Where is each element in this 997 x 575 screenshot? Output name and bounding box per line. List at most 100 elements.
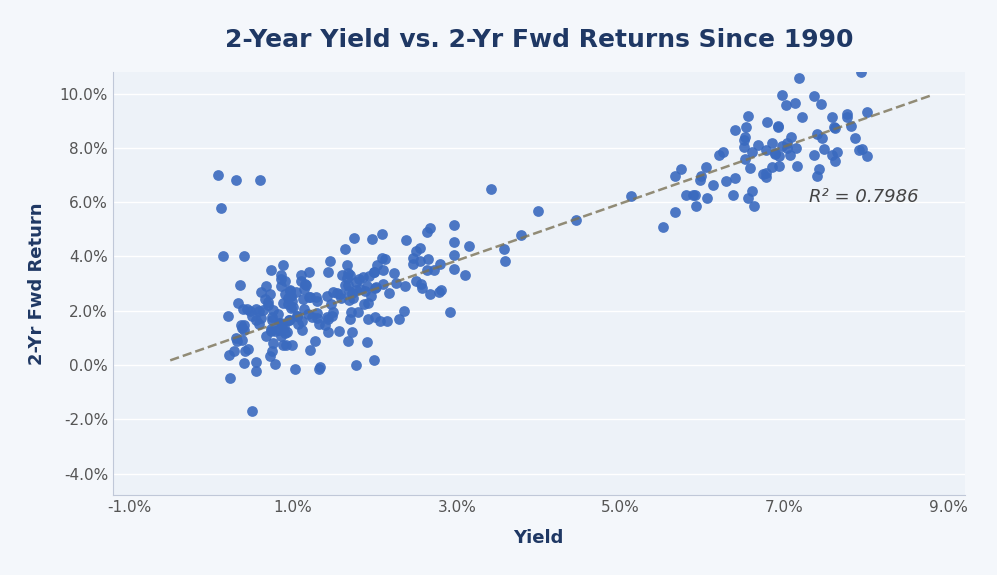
Point	[770, 122, 786, 131]
Point	[825, 150, 840, 159]
Point	[240, 344, 256, 354]
Point	[264, 312, 280, 321]
Point	[858, 108, 874, 117]
Point	[339, 260, 355, 270]
Point	[254, 305, 270, 315]
Point	[301, 267, 317, 277]
Point	[484, 184, 499, 193]
Point	[737, 155, 753, 164]
Point	[289, 312, 305, 321]
Point	[215, 252, 231, 261]
Point	[742, 163, 758, 172]
Point	[277, 328, 293, 337]
Point	[372, 317, 388, 326]
Point	[362, 272, 378, 281]
Point	[725, 190, 741, 200]
Point	[368, 313, 384, 322]
Point	[340, 336, 356, 346]
Point	[736, 143, 752, 152]
Point	[854, 144, 870, 154]
Point	[738, 122, 754, 131]
Point	[273, 270, 289, 279]
Point	[405, 260, 421, 269]
Point	[421, 255, 437, 264]
Point	[824, 112, 839, 121]
Point	[285, 302, 301, 312]
Point	[280, 299, 296, 308]
Point	[253, 314, 269, 323]
Point	[263, 325, 279, 334]
Point	[413, 279, 429, 288]
Point	[258, 281, 274, 290]
Point	[789, 162, 805, 171]
Point	[349, 285, 365, 294]
Point	[366, 267, 382, 277]
Point	[513, 231, 529, 240]
Point	[297, 279, 313, 289]
Point	[817, 144, 832, 154]
Point	[377, 254, 393, 263]
Point	[312, 363, 328, 372]
Point	[219, 312, 235, 321]
Point	[221, 351, 237, 360]
Point	[304, 312, 320, 321]
Point	[257, 294, 273, 303]
Point	[277, 277, 293, 286]
Point	[273, 321, 289, 330]
Point	[397, 281, 413, 290]
Point	[794, 113, 810, 122]
Point	[323, 299, 339, 308]
Point	[278, 340, 294, 350]
Point	[396, 306, 412, 316]
Point	[360, 315, 376, 324]
Point	[348, 278, 364, 287]
Point	[530, 207, 546, 216]
Point	[446, 265, 462, 274]
Point	[267, 326, 283, 335]
Point	[244, 312, 260, 321]
Point	[334, 270, 350, 279]
Point	[375, 280, 391, 289]
Point	[235, 358, 251, 367]
Point	[209, 170, 225, 179]
Point	[277, 289, 293, 298]
Point	[686, 190, 702, 200]
Point	[271, 319, 287, 328]
Point	[433, 285, 449, 294]
Point	[338, 244, 354, 253]
Point	[295, 294, 311, 303]
Point	[294, 317, 310, 326]
Point	[778, 100, 794, 109]
Point	[758, 168, 774, 177]
Point	[228, 334, 244, 343]
Point	[667, 207, 683, 216]
Point	[271, 326, 287, 335]
Point	[348, 361, 364, 370]
Point	[332, 290, 348, 299]
Point	[296, 304, 312, 313]
Point	[705, 180, 721, 189]
Title: 2-Year Yield vs. 2-Yr Fwd Returns Since 1990: 2-Year Yield vs. 2-Yr Fwd Returns Since …	[224, 28, 853, 52]
Point	[233, 323, 249, 332]
Point	[431, 288, 447, 297]
Point	[779, 138, 795, 147]
Point	[338, 281, 354, 290]
Point	[751, 141, 767, 150]
Point	[787, 98, 803, 108]
Point	[356, 300, 372, 309]
Point	[274, 298, 290, 307]
Point	[405, 253, 421, 262]
Point	[419, 228, 435, 237]
Point	[308, 292, 324, 301]
Point	[426, 266, 442, 275]
Point	[296, 285, 312, 294]
Point	[260, 300, 276, 309]
Point	[359, 337, 375, 346]
Point	[366, 267, 382, 277]
Point	[320, 315, 336, 324]
Point	[345, 293, 361, 302]
Point	[298, 281, 314, 290]
X-axis label: Yield: Yield	[513, 529, 564, 547]
Point	[325, 287, 341, 296]
Point	[843, 121, 859, 130]
